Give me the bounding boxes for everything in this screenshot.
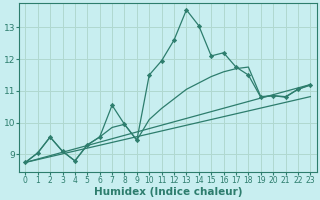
X-axis label: Humidex (Indice chaleur): Humidex (Indice chaleur)	[93, 187, 242, 197]
